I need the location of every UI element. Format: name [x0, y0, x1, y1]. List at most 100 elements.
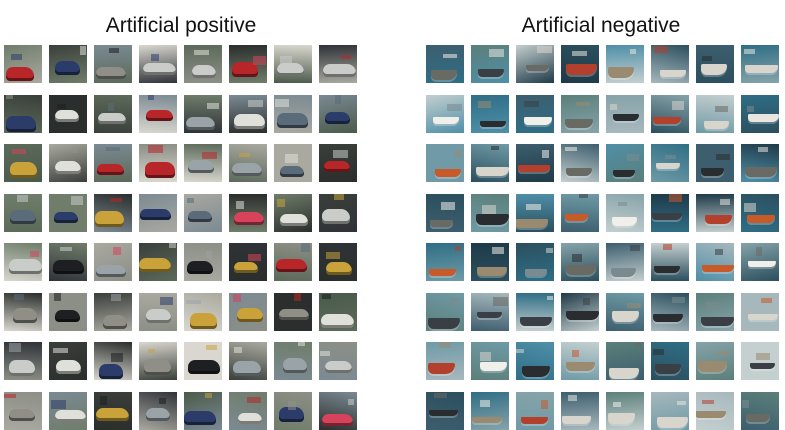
negative-thumbnail — [426, 45, 464, 83]
positive-thumbnail — [319, 45, 357, 83]
negative-thumbnail — [516, 45, 554, 83]
negative-thumbnail — [651, 293, 689, 331]
positive-thumbnail — [274, 342, 312, 380]
positive-thumbnail — [184, 342, 222, 380]
negative-thumbnail — [471, 45, 509, 83]
negative-thumbnail — [471, 392, 509, 430]
positive-thumbnail — [4, 194, 42, 232]
positive-thumbnail — [4, 45, 42, 83]
negative-thumbnail — [606, 45, 644, 83]
positive-thumbnail — [94, 144, 132, 182]
negative-thumbnail — [561, 243, 599, 281]
positive-thumbnail — [49, 194, 87, 232]
negative-thumbnail — [696, 194, 734, 232]
negative-thumbnail — [606, 392, 644, 430]
positive-thumbnail — [184, 95, 222, 133]
positive-thumbnail — [4, 342, 42, 380]
negative-thumbnail — [651, 95, 689, 133]
positive-thumbnail — [94, 293, 132, 331]
negative-thumbnail — [696, 243, 734, 281]
negative-thumbnail — [606, 144, 644, 182]
positive-thumbnail — [184, 194, 222, 232]
positive-thumbnail — [319, 243, 357, 281]
positive-thumbnail — [184, 45, 222, 83]
negative-thumbnail — [606, 342, 644, 380]
positive-panel-title: Artificial positive — [105, 14, 257, 37]
positive-thumbnail — [139, 45, 177, 83]
positive-thumbnail — [4, 392, 42, 430]
negative-thumbnail — [471, 144, 509, 182]
negative-thumbnail — [426, 194, 464, 232]
positive-thumbnail — [49, 144, 87, 182]
negative-thumbnail — [741, 144, 779, 182]
negative-thumbnail — [741, 342, 779, 380]
negative-thumbnail — [426, 293, 464, 331]
positive-thumbnail — [49, 95, 87, 133]
negative-thumbnail — [741, 293, 779, 331]
positive-thumbnail — [229, 45, 267, 83]
negative-thumbnail — [516, 293, 554, 331]
negative-thumbnail — [651, 392, 689, 430]
positive-thumbnail — [274, 45, 312, 83]
positive-thumbnail — [274, 243, 312, 281]
negative-thumbnail — [426, 144, 464, 182]
positive-thumbnail — [4, 243, 42, 281]
positive-thumbnail — [319, 194, 357, 232]
positive-thumbnail — [184, 144, 222, 182]
positive-thumbnail — [229, 194, 267, 232]
positive-thumbnail — [49, 293, 87, 331]
negative-thumbnail — [561, 342, 599, 380]
positive-thumbnail — [94, 194, 132, 232]
positive-thumbnail — [274, 392, 312, 430]
positive-thumbnail — [319, 95, 357, 133]
negative-thumbnail — [651, 342, 689, 380]
negative-thumbnail — [696, 95, 734, 133]
negative-thumbnail — [426, 95, 464, 133]
negative-thumbnail — [606, 95, 644, 133]
positive-thumbnail — [274, 95, 312, 133]
positive-thumbnail — [94, 95, 132, 133]
positive-thumbnail — [229, 144, 267, 182]
positive-thumbnail — [139, 342, 177, 380]
positive-thumbnail — [49, 243, 87, 281]
positive-thumbnail — [229, 342, 267, 380]
negative-thumbnail — [651, 243, 689, 281]
negative-thumbnail — [516, 144, 554, 182]
positive-thumbnail — [4, 144, 42, 182]
negative-thumbnail — [696, 392, 734, 430]
negative-thumbnail — [606, 243, 644, 281]
negative-thumbnail — [426, 392, 464, 430]
positive-thumbnail — [274, 144, 312, 182]
positive-thumbnail — [94, 243, 132, 281]
negative-thumbnail — [696, 144, 734, 182]
negative-thumbnail — [651, 45, 689, 83]
positive-thumbnail — [319, 392, 357, 430]
positive-thumbnail — [229, 392, 267, 430]
positive-thumbnail — [229, 243, 267, 281]
negative-thumbnail — [426, 243, 464, 281]
negative-thumbnail — [651, 194, 689, 232]
positive-thumbnail — [94, 45, 132, 83]
negative-thumbnail — [471, 243, 509, 281]
positive-thumbnail — [274, 194, 312, 232]
negative-thumbnail — [516, 95, 554, 133]
positive-thumbnail — [184, 243, 222, 281]
positive-thumbnail — [4, 293, 42, 331]
negative-thumbnail — [516, 342, 554, 380]
positive-thumbnail — [184, 392, 222, 430]
negative-thumbnail — [741, 194, 779, 232]
negative-thumbnail — [606, 194, 644, 232]
negative-thumbnail — [561, 45, 599, 83]
positive-thumbnail — [49, 342, 87, 380]
negative-thumbnail — [651, 144, 689, 182]
positive-thumbnail — [139, 95, 177, 133]
negative-thumbnail — [561, 293, 599, 331]
positive-thumbnail — [319, 293, 357, 331]
negative-thumbnail — [426, 342, 464, 380]
positive-thumbnail — [274, 293, 312, 331]
positive-thumbnail — [184, 293, 222, 331]
negative-thumbnail — [696, 293, 734, 331]
negative-thumbnail — [471, 95, 509, 133]
positive-thumbnail — [4, 95, 42, 133]
negative-panel-title: Artificial negative — [521, 14, 681, 37]
